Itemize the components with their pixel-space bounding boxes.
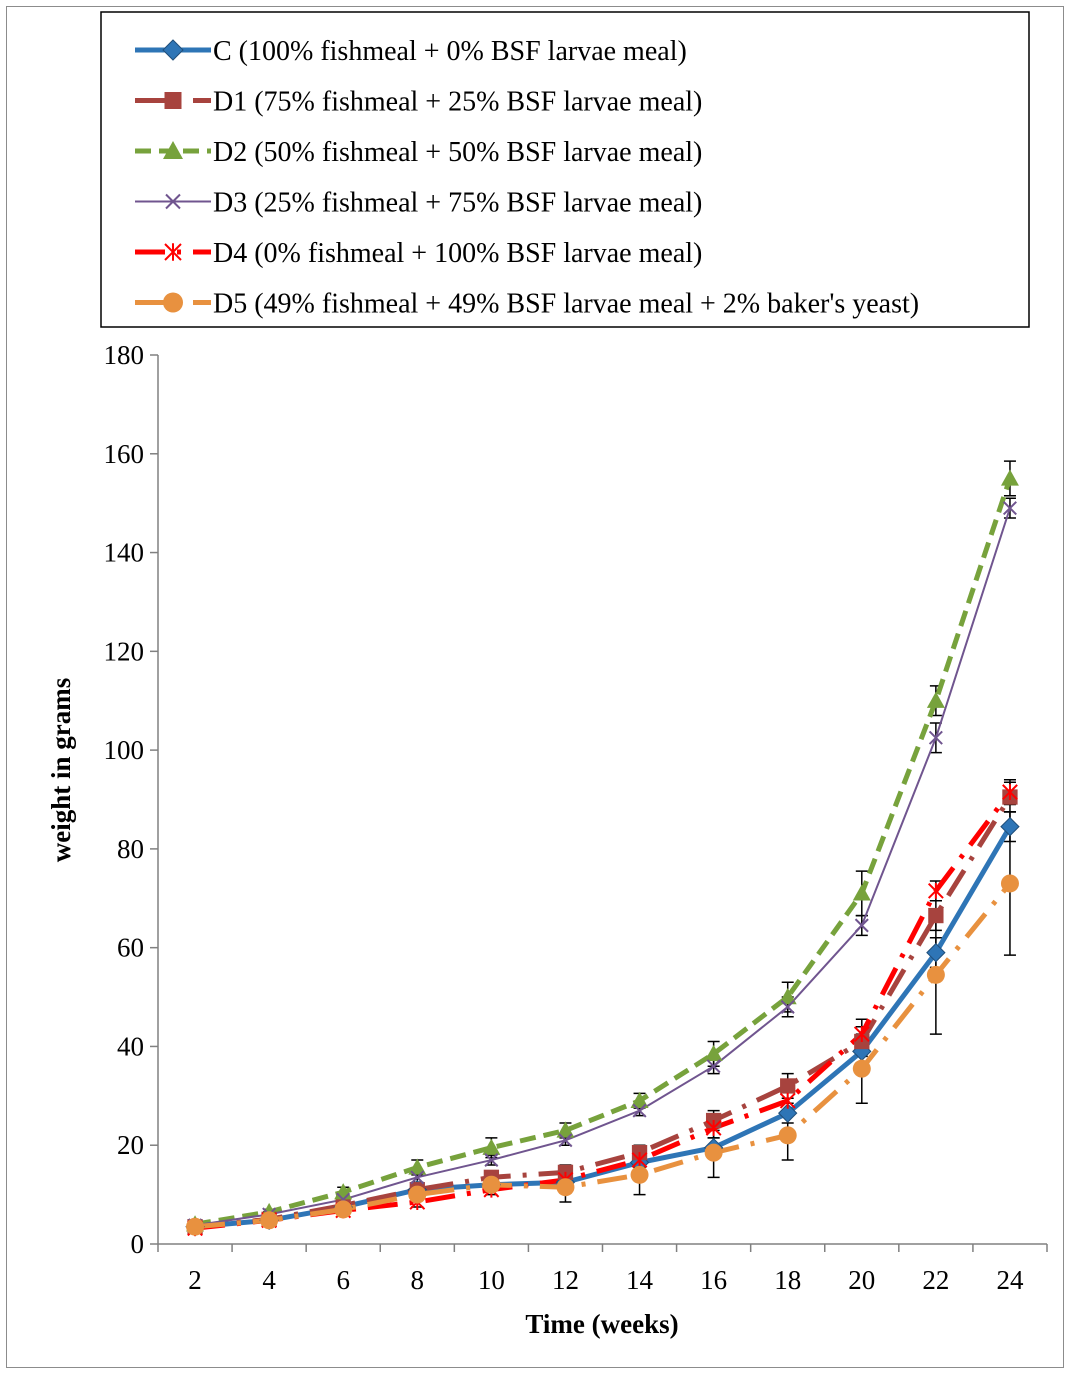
data-point — [558, 1133, 573, 1148]
x-tick-label: 10 — [478, 1265, 505, 1295]
data-point — [926, 942, 946, 963]
data-point — [186, 1217, 205, 1236]
data-point — [408, 1158, 427, 1175]
data-point — [780, 1078, 796, 1094]
series-line-c — [194, 825, 1013, 1230]
data-point — [630, 1091, 649, 1108]
data-point — [778, 1103, 798, 1123]
data-point — [928, 907, 944, 924]
legend-swatch-marker — [164, 92, 182, 109]
data-point — [632, 1103, 647, 1118]
x-tick-label: 12 — [552, 1265, 579, 1295]
data-point — [780, 999, 795, 1014]
data-point — [1000, 469, 1019, 486]
data-point — [704, 1143, 723, 1162]
data-point — [778, 1126, 797, 1145]
legend-swatch-marker — [164, 243, 182, 261]
data-point — [779, 1092, 796, 1109]
legend-label: D5 (49% fishmeal + 49% BSF larvae meal +… — [213, 289, 919, 320]
x-tick-label: 24 — [996, 1265, 1024, 1295]
data-point — [1002, 784, 1018, 801]
data-point — [928, 730, 943, 745]
legend-swatch-marker — [163, 141, 183, 159]
data-point — [334, 1200, 353, 1219]
y-tick-label: 60 — [117, 933, 144, 963]
x-tick-label: 16 — [700, 1265, 727, 1295]
legend-label: D3 (25% fishmeal + 75% BSF larvae meal) — [213, 188, 702, 219]
data-point — [556, 1178, 575, 1197]
y-tick-label: 180 — [104, 340, 145, 370]
y-tick-label: 80 — [117, 834, 144, 864]
legend-swatch-marker — [165, 193, 181, 210]
x-tick-label: 4 — [262, 1265, 276, 1295]
series-line-d1 — [194, 795, 1013, 1230]
data-point — [556, 1121, 575, 1138]
data-point — [408, 1185, 427, 1204]
data-point — [484, 1153, 499, 1168]
data-point — [706, 1059, 721, 1074]
series-line-d3 — [194, 507, 1011, 1227]
data-point — [926, 691, 945, 708]
x-tick-label: 20 — [848, 1265, 875, 1295]
x-tick-label: 18 — [774, 1265, 801, 1295]
x-tick-label: 22 — [922, 1265, 949, 1295]
data-point — [260, 1211, 279, 1230]
data-point — [852, 1059, 871, 1078]
data-point — [704, 1044, 723, 1062]
x-axis-label: Time (weeks) — [525, 1309, 678, 1339]
y-axis-label: weight in grams — [46, 678, 76, 863]
data-point — [852, 884, 871, 901]
legend-label: D2 (50% fishmeal + 50% BSF larvae meal) — [213, 137, 702, 168]
data-point — [926, 965, 945, 984]
data-point — [1002, 501, 1017, 516]
y-tick-label: 140 — [104, 538, 145, 568]
data-point — [410, 1170, 425, 1185]
legend-swatch-marker — [163, 292, 183, 313]
data-point — [853, 1026, 870, 1043]
data-point — [631, 1152, 648, 1168]
legend-label: D1 (75% fishmeal + 25% BSF larvae meal) — [213, 87, 702, 118]
y-tick-label: 40 — [117, 1031, 144, 1061]
y-tick-label: 20 — [117, 1130, 144, 1160]
series-markers — [185, 469, 1020, 1237]
x-tick-label: 2 — [188, 1265, 202, 1295]
data-point — [778, 988, 797, 1005]
legend-swatch-marker — [162, 39, 184, 61]
data-point — [705, 1120, 722, 1136]
data-point — [482, 1138, 501, 1155]
legend-label: C (100% fishmeal + 0% BSF larvae meal) — [213, 36, 687, 67]
data-point — [1000, 874, 1019, 893]
series-line-d2 — [194, 477, 1013, 1227]
legend-box — [100, 11, 1030, 328]
x-tick-label: 6 — [336, 1265, 350, 1295]
series-lines — [194, 477, 1013, 1231]
data-point — [630, 1165, 649, 1184]
data-point — [854, 918, 869, 933]
series-line-d5 — [194, 881, 1012, 1230]
legend-label: D4 (0% fishmeal + 100% BSF larvae meal) — [213, 238, 702, 269]
y-tick-label: 100 — [104, 735, 145, 765]
y-tick-label: 0 — [131, 1229, 145, 1259]
x-tick-label: 14 — [626, 1265, 654, 1295]
y-tick-label: 160 — [104, 439, 145, 469]
data-point — [482, 1175, 501, 1194]
legend: C (100% fishmeal + 0% BSF larvae meal) D1… — [100, 11, 1030, 328]
data-point — [927, 882, 944, 899]
y-tick-label: 120 — [104, 636, 145, 666]
x-tick-label: 8 — [411, 1265, 425, 1295]
data-point — [1000, 816, 1020, 837]
